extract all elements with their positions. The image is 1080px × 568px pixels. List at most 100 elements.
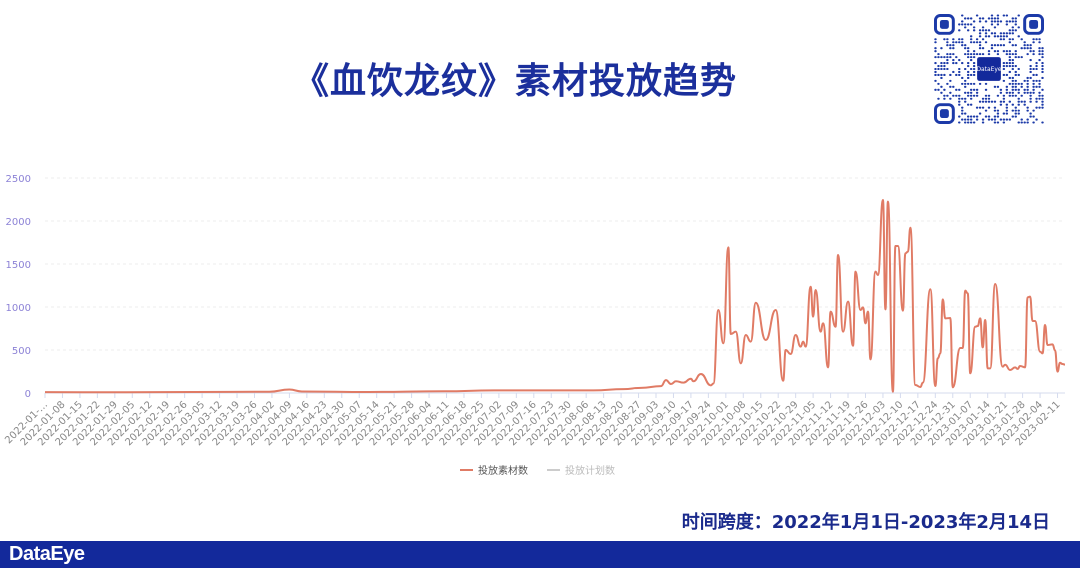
qr-module xyxy=(1005,106,1009,109)
qr-module xyxy=(984,35,988,38)
qr-module xyxy=(1005,91,1009,94)
legend-item-series-2[interactable]: 投放计划数 xyxy=(547,464,615,477)
qr-module xyxy=(1008,38,1011,41)
legend-item-series-1[interactable]: 投放素材数 xyxy=(460,464,528,477)
qr-module xyxy=(975,94,979,97)
qr-module xyxy=(1029,115,1032,118)
qr-module xyxy=(990,44,994,47)
qr-module xyxy=(1011,62,1014,65)
qr-module xyxy=(1017,112,1020,115)
legend-label: 投放计划数 xyxy=(565,464,615,477)
qr-module xyxy=(1008,91,1011,94)
qr-module xyxy=(1041,70,1044,74)
qr-module xyxy=(967,56,970,59)
qr-module xyxy=(1002,44,1006,47)
qr-module xyxy=(1035,106,1038,109)
qr-module xyxy=(934,67,937,71)
qr-module xyxy=(958,70,961,74)
qr-module xyxy=(978,100,982,103)
qr-module xyxy=(1002,32,1006,35)
qr-module xyxy=(1014,50,1017,53)
qr-module xyxy=(993,115,997,118)
qr-finder-center xyxy=(939,109,949,119)
qr-module xyxy=(1038,85,1041,88)
qr-module xyxy=(961,38,964,41)
qr-module xyxy=(969,56,973,59)
qr-module xyxy=(964,97,967,100)
qr-module xyxy=(1002,62,1006,65)
qr-module xyxy=(958,103,961,106)
y-tick-label: 2500 xyxy=(6,174,31,185)
qr-module xyxy=(1017,97,1020,100)
qr-module xyxy=(1032,73,1035,76)
qr-module xyxy=(972,67,976,71)
qr-module xyxy=(1041,103,1044,106)
qr-module xyxy=(996,23,1000,26)
qr-module xyxy=(946,38,949,41)
qr-module xyxy=(981,100,985,103)
qr-module xyxy=(969,23,973,26)
qr-module xyxy=(961,118,964,121)
qr-module xyxy=(937,97,940,100)
qr-module xyxy=(1002,67,1006,71)
qr-module xyxy=(1008,76,1011,79)
qr-module xyxy=(1005,88,1009,91)
qr-module xyxy=(993,35,997,38)
qr-module xyxy=(1011,109,1014,112)
qr-module xyxy=(961,82,964,85)
qr-module xyxy=(1005,53,1009,56)
qr-module xyxy=(1017,26,1020,29)
qr-module xyxy=(1011,53,1014,56)
qr-module xyxy=(1005,112,1009,115)
qr-module xyxy=(1038,47,1041,50)
qr-module xyxy=(934,62,937,65)
qr-module xyxy=(1008,118,1011,121)
qr-module xyxy=(1035,79,1038,82)
qr-module xyxy=(961,97,964,100)
qr-module xyxy=(969,59,973,62)
qr-module xyxy=(940,64,943,68)
qr-module xyxy=(1008,70,1011,74)
qr-module xyxy=(972,70,976,74)
qr-module xyxy=(964,85,967,88)
qr-module xyxy=(1020,121,1023,124)
qr-module xyxy=(1011,26,1014,29)
qr-module xyxy=(1032,67,1035,71)
qr-module xyxy=(978,44,982,47)
qr-module xyxy=(967,91,970,94)
qr-module xyxy=(1029,112,1032,115)
qr-module xyxy=(1017,82,1020,85)
qr-module xyxy=(1011,20,1014,23)
qr-module xyxy=(1041,50,1044,53)
qr-module xyxy=(967,17,970,20)
qr-module xyxy=(987,100,991,103)
qr-module xyxy=(1038,41,1041,44)
qr-module xyxy=(978,20,982,23)
qr-module xyxy=(996,50,1000,53)
qr-module xyxy=(946,59,949,62)
qr-module xyxy=(969,35,973,38)
qr-module xyxy=(946,94,949,97)
qr-module xyxy=(949,85,952,88)
qr-module xyxy=(969,94,973,97)
qr-finder xyxy=(934,103,955,124)
qr-module xyxy=(943,64,946,68)
qr-module xyxy=(1017,100,1020,103)
qr-module xyxy=(1014,85,1017,88)
qr-module xyxy=(984,20,988,23)
qr-module xyxy=(964,67,967,71)
qr-module xyxy=(952,85,955,88)
qr-module xyxy=(969,97,973,100)
qr-module xyxy=(975,53,979,56)
qr-module xyxy=(1032,121,1035,124)
qr-module xyxy=(1014,53,1017,56)
qr-module xyxy=(1035,97,1038,100)
qr-module xyxy=(1038,53,1041,56)
qr-module xyxy=(1041,56,1044,59)
qr-module xyxy=(981,106,985,109)
qr-module xyxy=(1014,82,1017,85)
qr-module xyxy=(1020,56,1023,59)
qr-module xyxy=(975,118,979,121)
qr-module xyxy=(964,53,967,56)
qr-module xyxy=(1035,85,1038,88)
